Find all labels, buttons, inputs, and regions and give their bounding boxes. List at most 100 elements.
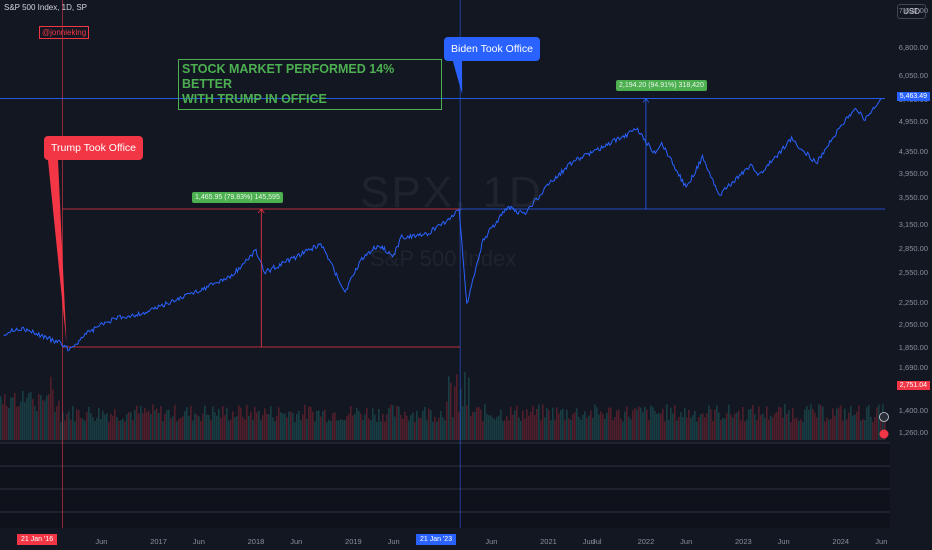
- volume-bar: [278, 407, 280, 440]
- volume-bar: [594, 404, 596, 440]
- volume-bar: [530, 411, 532, 440]
- measure-tool: [257, 97, 650, 347]
- volume-bar: [254, 407, 256, 440]
- volume-bar: [846, 419, 848, 440]
- volume-bar: [110, 413, 112, 440]
- volume-bar: [274, 421, 276, 440]
- volume-bar: [758, 406, 760, 440]
- volume-bar: [474, 411, 476, 440]
- trump-arrowhead: [257, 208, 265, 214]
- volume-bar: [390, 404, 392, 440]
- volume-bar: [420, 417, 422, 440]
- volume-bar: [84, 420, 86, 440]
- volume-bar: [570, 419, 572, 440]
- volume-bar: [426, 419, 428, 440]
- volume-bar: [24, 402, 26, 440]
- volume-bar: [608, 407, 610, 440]
- volume-bar: [812, 409, 814, 440]
- volume-bar: [96, 417, 98, 440]
- volume-bar: [596, 407, 598, 440]
- volume-bar: [234, 417, 236, 440]
- volume-bar: [786, 413, 788, 440]
- volume-bar: [212, 406, 214, 440]
- volume-bar: [130, 412, 132, 440]
- volume-bar: [360, 413, 362, 440]
- volume-bar: [616, 410, 618, 440]
- volume-bar: [226, 407, 228, 440]
- biden-arrowhead: [642, 97, 650, 103]
- volume-bar: [160, 406, 162, 440]
- volume-bar: [564, 419, 566, 440]
- volume-bar: [654, 410, 656, 440]
- y-tick-label: 4,350.00: [899, 147, 928, 156]
- currency-button[interactable]: USD: [897, 4, 926, 19]
- volume-bar: [658, 413, 660, 440]
- volume-bar: [216, 415, 218, 440]
- volume-bar: [158, 412, 160, 440]
- y-tick-label: 3,550.00: [899, 193, 928, 202]
- volume-bar: [466, 405, 468, 440]
- volume-bar: [436, 421, 438, 440]
- volume-bar: [430, 410, 432, 440]
- volume-bar: [444, 420, 446, 440]
- volume-bar: [48, 394, 50, 440]
- volume-bar: [622, 421, 624, 440]
- volume-bar: [408, 420, 410, 440]
- volume-bar: [862, 419, 864, 440]
- volume-bar: [526, 409, 528, 440]
- volume-bar: [366, 407, 368, 440]
- symbol-info: S&P 500 Index, 1D, SP: [4, 3, 88, 12]
- x-tick-label: 2021: [540, 537, 557, 546]
- volume-bar: [706, 413, 708, 440]
- volume-bar: [626, 406, 628, 440]
- volume-bar: [382, 414, 384, 440]
- y-tick-label: 3,950.00: [899, 169, 928, 178]
- volume-bar: [756, 420, 758, 440]
- volume-bar: [728, 404, 730, 440]
- volume-bar: [636, 409, 638, 440]
- volume-bar: [190, 405, 192, 440]
- volume-bar: [536, 408, 538, 440]
- volume-bar: [404, 411, 406, 440]
- volume-bar: [186, 407, 188, 440]
- y-tick-label: 6,050.00: [899, 71, 928, 80]
- volume-bar: [336, 420, 338, 440]
- volume-bar: [200, 420, 202, 440]
- volume-bar: [874, 417, 876, 440]
- volume-bar: [78, 410, 80, 440]
- volume-bar: [70, 419, 72, 440]
- x-tick-label: Jun: [95, 537, 107, 546]
- volume-bar: [198, 416, 200, 440]
- volume-bar: [528, 415, 530, 440]
- volume-bar: [74, 421, 76, 440]
- volume-bar: [410, 415, 412, 440]
- volume-bar: [470, 415, 472, 440]
- volume-bar: [822, 406, 824, 440]
- volume-bar: [790, 421, 792, 440]
- volume-bar: [196, 414, 198, 440]
- volume-bar: [546, 407, 548, 440]
- volume-bar: [206, 414, 208, 440]
- volume-bar: [14, 392, 16, 440]
- volume-bar: [750, 408, 752, 440]
- author-tag: @jonnieking: [39, 26, 90, 39]
- volume-bar: [718, 412, 720, 440]
- volume-bar: [692, 415, 694, 440]
- volume-bar: [814, 412, 816, 440]
- volume-bar: [32, 399, 34, 440]
- volume-bar: [854, 414, 856, 440]
- volume-bar: [104, 414, 106, 440]
- volume-bar: [510, 406, 512, 440]
- volume-bar: [328, 419, 330, 440]
- volume-bar: [464, 372, 466, 440]
- volume-bar: [220, 417, 222, 440]
- volume-bar: [428, 408, 430, 440]
- volume-bar: [540, 420, 542, 440]
- volume-bar: [442, 417, 444, 440]
- biden-callout-pointer: [452, 58, 463, 94]
- volume-bar: [824, 421, 826, 440]
- volume-bar: [318, 410, 320, 440]
- volume-bar: [714, 409, 716, 440]
- volume-bar: [724, 418, 726, 440]
- volume-bar: [400, 415, 402, 440]
